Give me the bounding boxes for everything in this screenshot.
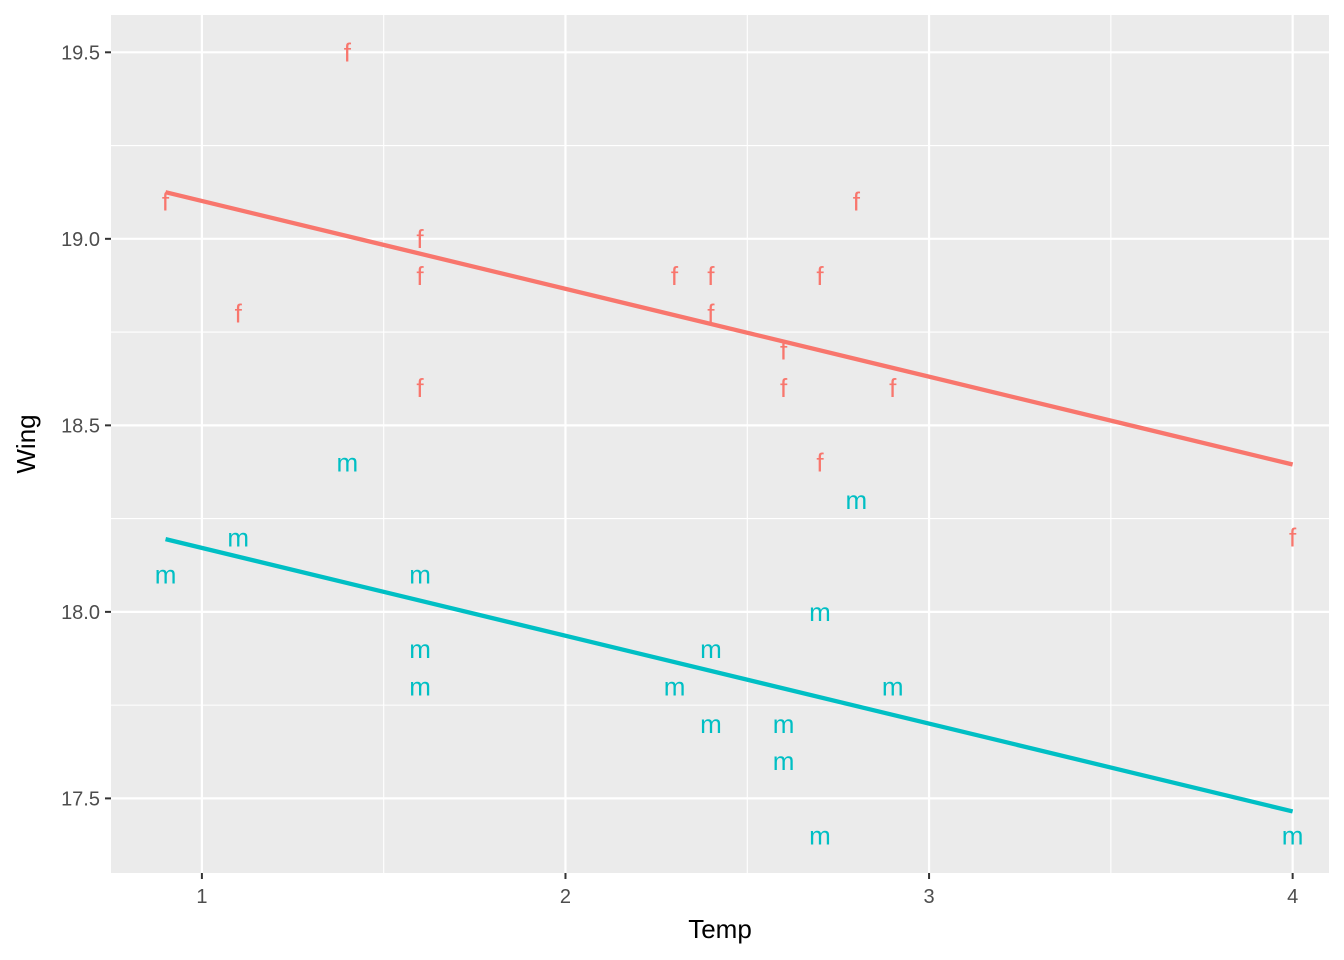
point-f: f	[707, 261, 715, 291]
x-tick-label: 3	[923, 886, 934, 908]
point-f: f	[816, 448, 824, 478]
point-m: m	[700, 709, 722, 739]
point-f: f	[853, 187, 861, 217]
minor-gridlines	[111, 15, 1329, 873]
y-tick-label: 19.0	[61, 229, 100, 251]
y-axis-title: Wing	[11, 414, 41, 473]
point-m: m	[773, 709, 795, 739]
point-f: f	[671, 261, 679, 291]
point-m: m	[809, 597, 831, 627]
point-m: m	[882, 671, 904, 701]
x-tick-label: 2	[560, 886, 571, 908]
point-m: m	[409, 671, 431, 701]
point-f: f	[889, 373, 897, 403]
point-f: f	[780, 373, 788, 403]
x-axis: 1 2 3 4	[196, 873, 1298, 908]
y-tick-label: 18.0	[61, 602, 100, 624]
point-m: m	[227, 522, 249, 552]
point-m: m	[409, 634, 431, 664]
point-f: f	[707, 298, 715, 328]
x-tick-label: 4	[1287, 886, 1298, 908]
fit-line-m	[165, 537, 1294, 814]
point-f: f	[162, 187, 170, 217]
point-f: f	[780, 336, 788, 366]
point-f: f	[416, 261, 424, 291]
point-m: m	[809, 821, 831, 851]
y-tick-label: 17.5	[61, 788, 100, 810]
y-tick-label: 18.5	[61, 415, 100, 437]
point-m: m	[336, 448, 358, 478]
y-axis: 17.5 18.0 18.5 19.0 19.5	[61, 42, 111, 810]
point-f: f	[235, 298, 243, 328]
x-axis-title: Temp	[688, 914, 752, 944]
point-m: m	[409, 560, 431, 590]
point-m: m	[773, 746, 795, 776]
point-m: m	[700, 634, 722, 664]
point-m: m	[846, 485, 868, 515]
point-m: m	[155, 560, 177, 590]
point-f: f	[344, 37, 352, 67]
fit-line-f	[165, 190, 1294, 467]
point-f: f	[816, 261, 824, 291]
point-m: m	[664, 671, 686, 701]
plot-panel	[111, 15, 1329, 873]
x-tick-label: 1	[196, 886, 207, 908]
regression-lines	[165, 190, 1294, 814]
point-f: f	[1289, 522, 1297, 552]
point-f: f	[416, 373, 424, 403]
y-tick-label: 19.5	[61, 42, 100, 64]
point-f: f	[416, 224, 424, 254]
point-m: m	[1282, 821, 1304, 851]
